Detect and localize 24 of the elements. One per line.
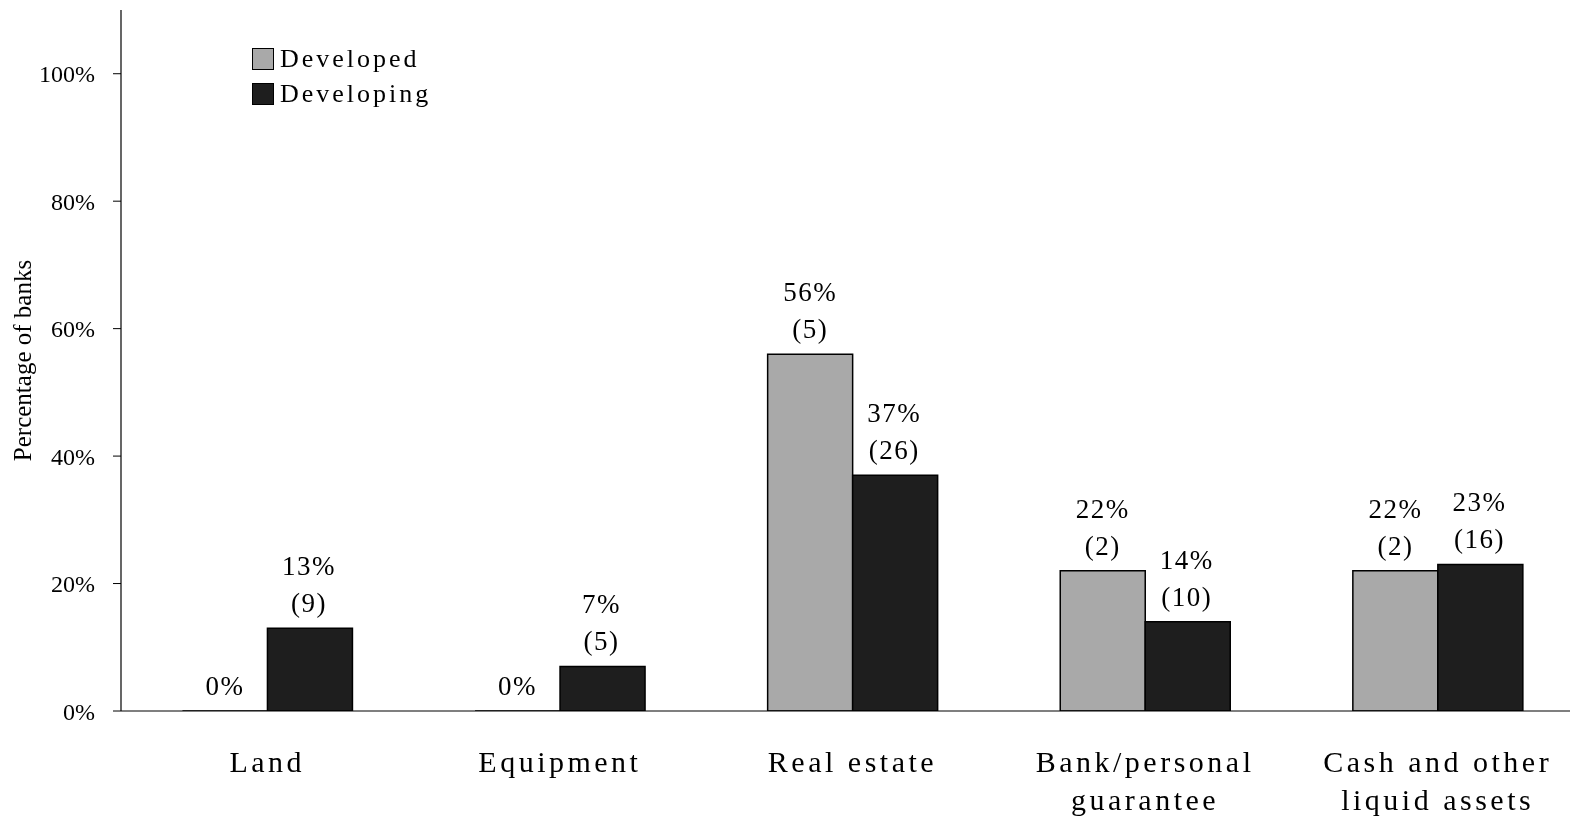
data-label: 7% (5) (582, 589, 622, 657)
data-label: 37% (26) (867, 398, 922, 466)
y-tick-label: 20% (51, 571, 95, 598)
x-tick-label: Real estate (767, 745, 938, 778)
data-label: 56% (5) (783, 277, 838, 345)
legend-label: Developing (280, 78, 432, 110)
data-label: 23% (16) (1452, 487, 1507, 555)
y-tick-label: 0% (63, 698, 95, 725)
legend-label: Developed (280, 43, 420, 75)
y-tick-label: 60% (51, 316, 95, 343)
data-label: 0% (205, 671, 245, 701)
y-tick-label: 100% (39, 61, 95, 88)
data-label: 13% (9) (282, 551, 336, 619)
data-label: 22% (2) (1075, 493, 1130, 561)
x-tick-label: Cash and other liquid assets (1323, 745, 1553, 816)
x-tick-label: Equipment (478, 745, 642, 778)
y-axis-title: Percentage of banks (8, 259, 36, 462)
data-label: 22% (2) (1368, 493, 1423, 561)
data-label: 14% (10) (1159, 544, 1214, 612)
y-tick-label: 80% (51, 188, 95, 215)
x-tick-label: Bank/personal guarantee (1035, 745, 1255, 816)
x-tick-label: Land (229, 745, 306, 778)
y-tick-label: 40% (51, 443, 95, 470)
data-label: 0% (498, 671, 538, 701)
